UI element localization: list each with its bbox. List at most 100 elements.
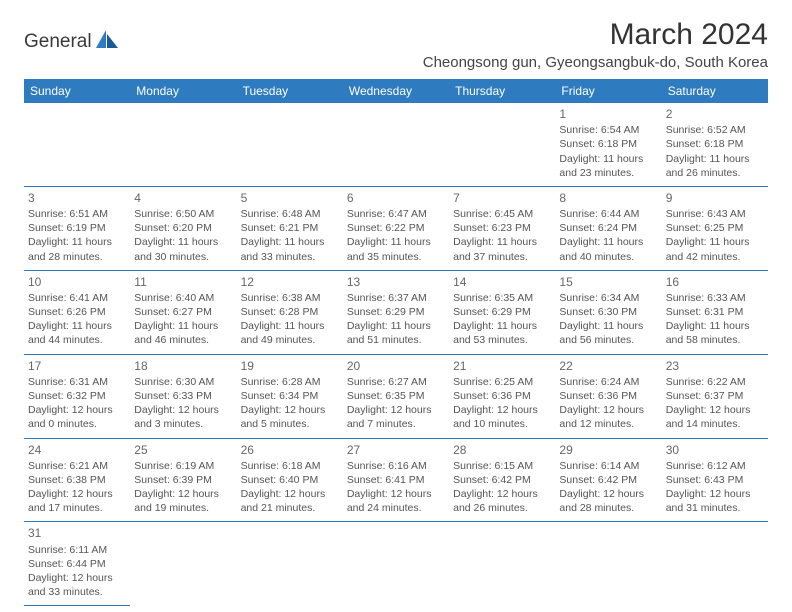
day-number: 27	[347, 442, 445, 458]
calendar-empty-cell	[130, 103, 236, 186]
sunset-text: Sunset: 6:22 PM	[347, 221, 445, 235]
sunrise-text: Sunrise: 6:54 AM	[559, 123, 657, 137]
sunset-text: Sunset: 6:44 PM	[28, 557, 126, 571]
calendar-week-row: 31Sunrise: 6:11 AMSunset: 6:44 PMDayligh…	[24, 522, 768, 606]
sunrise-text: Sunrise: 6:41 AM	[28, 291, 126, 305]
calendar-day-cell: 9Sunrise: 6:43 AMSunset: 6:25 PMDaylight…	[662, 186, 768, 270]
sunrise-text: Sunrise: 6:43 AM	[666, 207, 764, 221]
sunset-text: Sunset: 6:38 PM	[28, 473, 126, 487]
day-number: 10	[28, 274, 126, 290]
calendar-week-row: 24Sunrise: 6:21 AMSunset: 6:38 PMDayligh…	[24, 438, 768, 522]
sunset-text: Sunset: 6:30 PM	[559, 305, 657, 319]
sunrise-text: Sunrise: 6:22 AM	[666, 375, 764, 389]
day-number: 4	[134, 190, 232, 206]
sunrise-text: Sunrise: 6:12 AM	[666, 459, 764, 473]
sunrise-text: Sunrise: 6:21 AM	[28, 459, 126, 473]
sunset-text: Sunset: 6:33 PM	[134, 389, 232, 403]
daylight-text: and 42 minutes.	[666, 250, 764, 264]
daylight-text: Daylight: 12 hours	[559, 487, 657, 501]
day-number: 30	[666, 442, 764, 458]
daylight-text: Daylight: 11 hours	[559, 235, 657, 249]
sunset-text: Sunset: 6:27 PM	[134, 305, 232, 319]
calendar-empty-cell	[343, 103, 449, 186]
day-number: 13	[347, 274, 445, 290]
daylight-text: and 0 minutes.	[28, 417, 126, 431]
sunset-text: Sunset: 6:42 PM	[559, 473, 657, 487]
day-number: 1	[559, 106, 657, 122]
weekday-header: Saturday	[662, 79, 768, 103]
sunset-text: Sunset: 6:35 PM	[347, 389, 445, 403]
sunset-text: Sunset: 6:32 PM	[28, 389, 126, 403]
daylight-text: and 17 minutes.	[28, 501, 126, 515]
sunset-text: Sunset: 6:28 PM	[241, 305, 339, 319]
weekday-header: Thursday	[449, 79, 555, 103]
calendar-day-cell: 31Sunrise: 6:11 AMSunset: 6:44 PMDayligh…	[24, 522, 130, 606]
calendar-day-cell: 19Sunrise: 6:28 AMSunset: 6:34 PMDayligh…	[237, 354, 343, 438]
sunset-text: Sunset: 6:29 PM	[347, 305, 445, 319]
daylight-text: Daylight: 11 hours	[666, 319, 764, 333]
daylight-text: Daylight: 12 hours	[559, 403, 657, 417]
daylight-text: and 28 minutes.	[559, 501, 657, 515]
calendar-day-cell: 28Sunrise: 6:15 AMSunset: 6:42 PMDayligh…	[449, 438, 555, 522]
daylight-text: Daylight: 11 hours	[134, 319, 232, 333]
sunrise-text: Sunrise: 6:19 AM	[134, 459, 232, 473]
daylight-text: and 33 minutes.	[28, 585, 126, 599]
daylight-text: Daylight: 11 hours	[453, 319, 551, 333]
day-number: 29	[559, 442, 657, 458]
sunrise-text: Sunrise: 6:52 AM	[666, 123, 764, 137]
sunset-text: Sunset: 6:21 PM	[241, 221, 339, 235]
calendar-week-row: 10Sunrise: 6:41 AMSunset: 6:26 PMDayligh…	[24, 270, 768, 354]
day-number: 8	[559, 190, 657, 206]
daylight-text: Daylight: 12 hours	[134, 403, 232, 417]
sunset-text: Sunset: 6:42 PM	[453, 473, 551, 487]
calendar-day-cell: 23Sunrise: 6:22 AMSunset: 6:37 PMDayligh…	[662, 354, 768, 438]
day-number: 6	[347, 190, 445, 206]
calendar-day-cell: 10Sunrise: 6:41 AMSunset: 6:26 PMDayligh…	[24, 270, 130, 354]
calendar-day-cell: 22Sunrise: 6:24 AMSunset: 6:36 PMDayligh…	[555, 354, 661, 438]
calendar-day-cell: 18Sunrise: 6:30 AMSunset: 6:33 PMDayligh…	[130, 354, 236, 438]
sunrise-text: Sunrise: 6:24 AM	[559, 375, 657, 389]
calendar-table: SundayMondayTuesdayWednesdayThursdayFrid…	[24, 79, 768, 606]
daylight-text: Daylight: 12 hours	[134, 487, 232, 501]
calendar-day-cell: 3Sunrise: 6:51 AMSunset: 6:19 PMDaylight…	[24, 186, 130, 270]
sunset-text: Sunset: 6:41 PM	[347, 473, 445, 487]
calendar-empty-cell	[449, 103, 555, 186]
sunrise-text: Sunrise: 6:18 AM	[241, 459, 339, 473]
sunrise-text: Sunrise: 6:40 AM	[134, 291, 232, 305]
day-number: 18	[134, 358, 232, 374]
calendar-day-cell: 24Sunrise: 6:21 AMSunset: 6:38 PMDayligh…	[24, 438, 130, 522]
daylight-text: and 53 minutes.	[453, 333, 551, 347]
weekday-header: Monday	[130, 79, 236, 103]
daylight-text: and 3 minutes.	[134, 417, 232, 431]
daylight-text: and 37 minutes.	[453, 250, 551, 264]
sunset-text: Sunset: 6:19 PM	[28, 221, 126, 235]
daylight-text: and 7 minutes.	[347, 417, 445, 431]
daylight-text: and 28 minutes.	[28, 250, 126, 264]
day-number: 11	[134, 274, 232, 290]
title-block: March 2024 Cheongsong gun, Gyeongsangbuk…	[423, 18, 768, 71]
calendar-day-cell: 8Sunrise: 6:44 AMSunset: 6:24 PMDaylight…	[555, 186, 661, 270]
calendar-empty-cell	[237, 522, 343, 606]
weekday-header: Sunday	[24, 79, 130, 103]
day-number: 14	[453, 274, 551, 290]
daylight-text: Daylight: 12 hours	[28, 487, 126, 501]
daylight-text: and 46 minutes.	[134, 333, 232, 347]
daylight-text: and 56 minutes.	[559, 333, 657, 347]
sunrise-text: Sunrise: 6:50 AM	[134, 207, 232, 221]
daylight-text: and 5 minutes.	[241, 417, 339, 431]
sunset-text: Sunset: 6:18 PM	[559, 137, 657, 151]
calendar-header-row: SundayMondayTuesdayWednesdayThursdayFrid…	[24, 79, 768, 103]
sunset-text: Sunset: 6:25 PM	[666, 221, 764, 235]
day-number: 19	[241, 358, 339, 374]
daylight-text: and 23 minutes.	[559, 166, 657, 180]
calendar-day-cell: 2Sunrise: 6:52 AMSunset: 6:18 PMDaylight…	[662, 103, 768, 186]
daylight-text: Daylight: 11 hours	[28, 235, 126, 249]
calendar-day-cell: 7Sunrise: 6:45 AMSunset: 6:23 PMDaylight…	[449, 186, 555, 270]
day-number: 20	[347, 358, 445, 374]
daylight-text: Daylight: 12 hours	[241, 403, 339, 417]
sunset-text: Sunset: 6:23 PM	[453, 221, 551, 235]
daylight-text: Daylight: 11 hours	[241, 319, 339, 333]
calendar-empty-cell	[662, 522, 768, 606]
calendar-empty-cell	[555, 522, 661, 606]
calendar-day-cell: 14Sunrise: 6:35 AMSunset: 6:29 PMDayligh…	[449, 270, 555, 354]
